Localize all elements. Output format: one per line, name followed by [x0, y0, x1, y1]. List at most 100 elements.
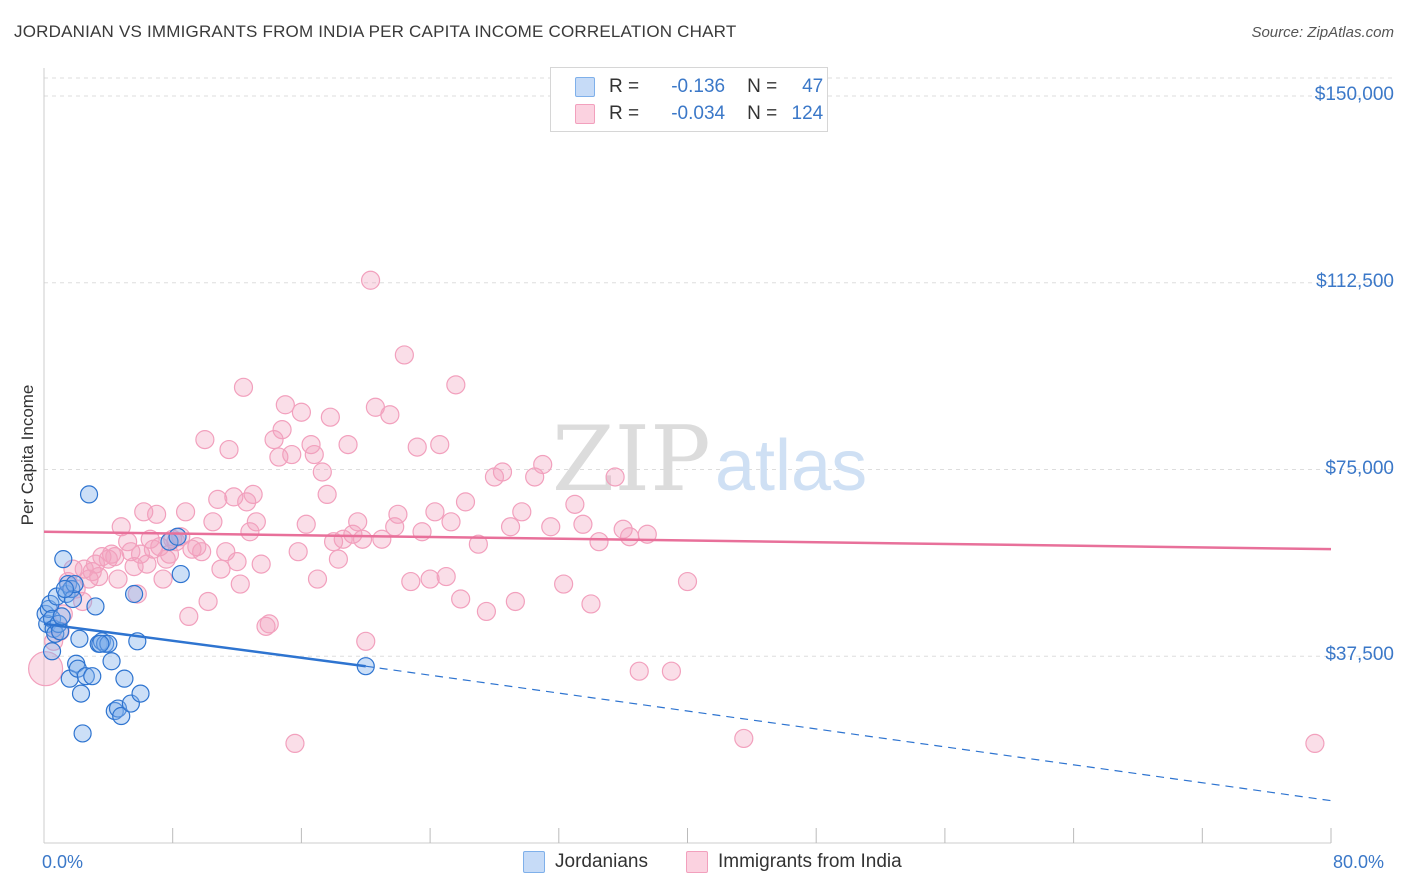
- legend-row-india: R = -0.034 N = 124: [575, 102, 823, 126]
- india-point: [619, 527, 640, 547]
- india-point: [312, 462, 332, 482]
- jordanian-point: [115, 669, 134, 688]
- axes: [43, 68, 1332, 844]
- india-point: [328, 549, 349, 569]
- legend-swatch-india: [575, 104, 595, 124]
- india-point: [320, 407, 340, 427]
- india-point: [198, 591, 218, 612]
- india-point: [425, 502, 445, 522]
- india-point: [203, 512, 223, 532]
- bottom-swatch-jordanians: [523, 851, 545, 873]
- india-point: [613, 519, 633, 539]
- india-point: [1305, 733, 1325, 754]
- x-tick-min: 0.0%: [42, 852, 84, 872]
- x-tick-max: 80.0%: [1333, 852, 1385, 872]
- jordanian-point: [112, 706, 131, 726]
- india-point: [159, 544, 180, 564]
- jordanian-point: [86, 597, 105, 616]
- india-point: [441, 512, 461, 532]
- india-point: [505, 591, 525, 612]
- india-point: [233, 377, 254, 397]
- india-point: [394, 345, 414, 365]
- india-point: [476, 601, 497, 622]
- bottom-legend-label-india: Immigrants from India: [718, 851, 902, 872]
- jordanian-trend-line: [43, 622, 366, 668]
- jordanian-point: [52, 607, 71, 626]
- trend-lines: [43, 530, 1332, 802]
- india-point: [338, 435, 358, 455]
- jordanian-point: [124, 584, 144, 604]
- india-point: [492, 462, 513, 482]
- watermark-zip: ZIP: [552, 407, 711, 512]
- india-point: [153, 569, 173, 589]
- india-trend-line: [43, 530, 1332, 551]
- india-point: [230, 574, 250, 594]
- india-point: [372, 529, 392, 549]
- jordanian-point: [76, 667, 95, 686]
- legend-n-label: N =: [747, 76, 778, 97]
- india-point: [356, 631, 376, 651]
- india-point: [420, 569, 440, 589]
- bottom-swatch-india: [686, 851, 708, 873]
- india-point: [288, 542, 308, 562]
- legend-r-value: -0.136: [671, 76, 726, 97]
- india-point: [500, 517, 521, 537]
- legend-n-value: 124: [791, 103, 824, 124]
- bottom-legend-label-jordanians: Jordanians: [555, 851, 648, 872]
- india-point: [343, 524, 363, 544]
- india-point: [661, 661, 682, 681]
- india-point: [195, 430, 215, 450]
- india-point: [317, 484, 337, 504]
- y-tick-label: $150,000: [1314, 84, 1394, 105]
- source-credit: Source: ZipAtlas.com: [1251, 24, 1394, 41]
- india-point: [581, 594, 601, 614]
- india-point: [388, 504, 408, 524]
- india-point: [605, 467, 625, 487]
- india-point: [554, 574, 574, 594]
- india-point: [211, 559, 231, 579]
- bottom-legend-india: Immigrants from India: [686, 851, 902, 873]
- jordanian-point: [71, 684, 91, 703]
- legend-swatch-jordanians: [575, 77, 595, 97]
- india-point: [348, 512, 368, 532]
- india-point: [259, 614, 279, 634]
- india-point: [360, 270, 381, 290]
- jordanian-point: [83, 667, 102, 686]
- jordanian-point: [102, 652, 121, 671]
- india-point: [243, 484, 263, 504]
- jordanian-trend-extension: [365, 665, 1332, 802]
- india-point: [451, 589, 471, 609]
- india-point: [272, 420, 292, 440]
- india-point: [304, 444, 324, 465]
- india-point: [307, 569, 328, 589]
- jordanian-point: [70, 629, 89, 648]
- india-point: [237, 492, 257, 512]
- jordanian-point: [54, 550, 73, 569]
- india-point: [446, 375, 466, 395]
- jordanian-point: [65, 574, 84, 594]
- india-point: [246, 512, 266, 532]
- india-point: [380, 405, 400, 425]
- india-point: [407, 437, 427, 457]
- india-point: [147, 504, 167, 524]
- legend-n-label: N =: [747, 103, 778, 124]
- india-point: [629, 661, 649, 681]
- india-point: [192, 542, 212, 562]
- jordanian-point: [168, 527, 187, 546]
- india-point: [285, 733, 305, 754]
- india-point: [589, 532, 609, 552]
- india-point: [208, 489, 228, 509]
- correlation-legend: R = -0.136 N = 47 R = -0.034 N = 124: [550, 67, 828, 132]
- y-axis-label: Per Capita Income: [18, 384, 37, 526]
- india-point: [275, 395, 295, 415]
- india-point: [82, 561, 102, 582]
- india-point: [282, 444, 302, 465]
- jordanian-point: [79, 485, 99, 504]
- bottom-legend-jordanians: Jordanians: [523, 851, 648, 873]
- india-point: [179, 606, 199, 627]
- india-point: [401, 571, 421, 592]
- jordanian-point: [171, 564, 190, 584]
- india-point: [436, 566, 456, 587]
- grid-lines: [44, 77, 1394, 657]
- legend-r-value: -0.034: [671, 103, 726, 124]
